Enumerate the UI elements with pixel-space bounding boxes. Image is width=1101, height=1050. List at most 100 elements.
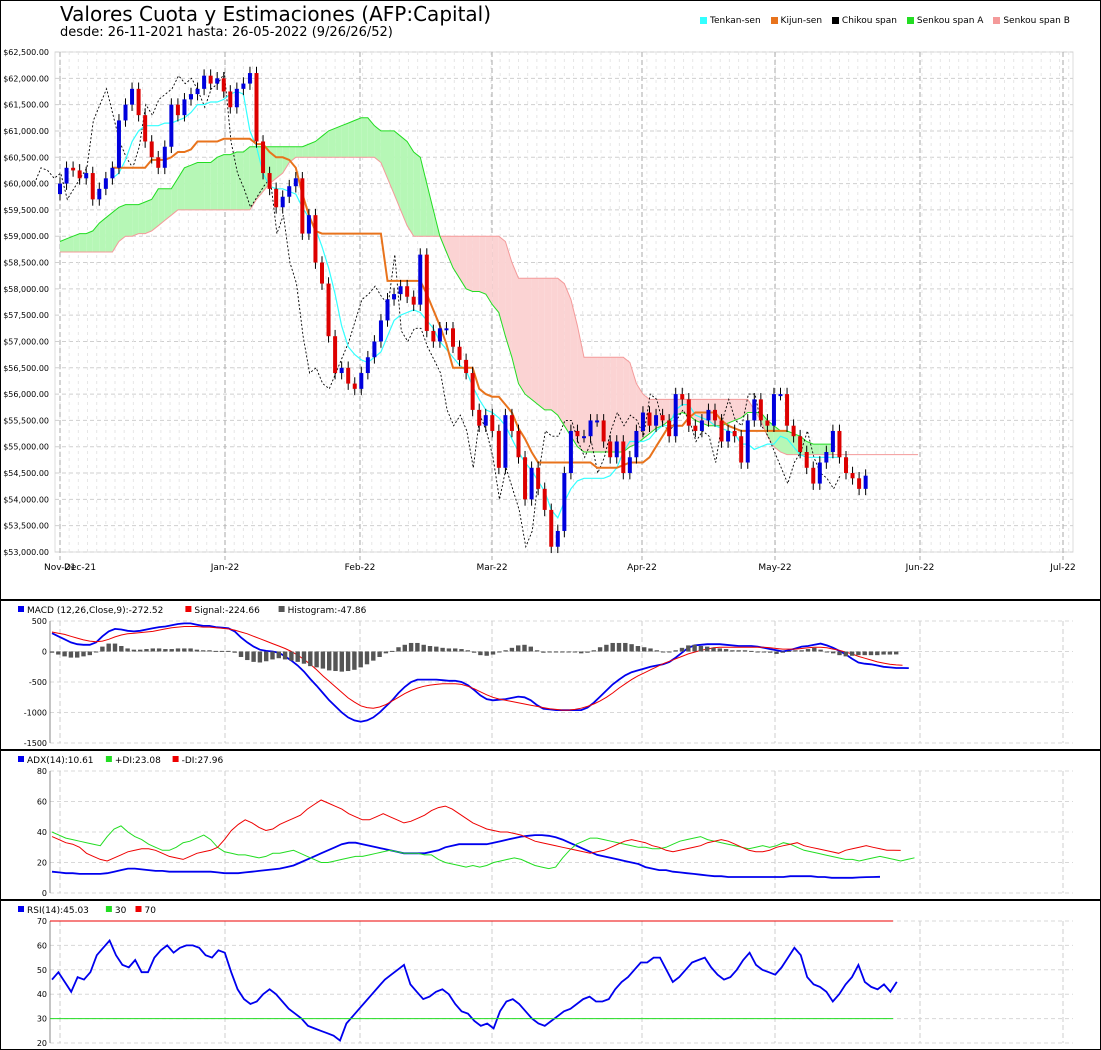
- histogram-bar: [660, 651, 666, 653]
- cloud-bull: [158, 188, 165, 226]
- histogram-bar: [238, 651, 244, 657]
- cloud-bull: [780, 430, 787, 455]
- cloud-bull: [243, 146, 250, 210]
- cloud-bear: [623, 357, 630, 452]
- histogram-bar: [881, 651, 886, 655]
- legend-label: Histogram:-47.86: [288, 606, 367, 616]
- y-tick-label: -1000: [24, 709, 47, 718]
- candle-body: [562, 473, 567, 531]
- rsi-chart: RSI(14):45.03 30 70 70 60 50 40 30 20: [18, 906, 1073, 1048]
- candle-body: [339, 367, 344, 374]
- cloud-bull: [105, 212, 113, 252]
- histogram-bar: [856, 651, 861, 656]
- cloud-bear: [734, 399, 742, 421]
- cloud-bear: [466, 236, 473, 292]
- candle-body: [509, 415, 514, 431]
- cloud-bull: [380, 130, 388, 179]
- histogram-bar: [440, 647, 445, 652]
- candle-body: [398, 286, 403, 295]
- histogram-bar: [667, 651, 672, 653]
- candle-body: [267, 173, 272, 189]
- candle-body: [221, 78, 226, 92]
- histogram-bar: [106, 643, 111, 652]
- candle-body: [254, 73, 259, 142]
- histogram-bar: [219, 650, 225, 652]
- x-tick-label: Apr-22: [627, 563, 657, 573]
- histogram-bar: [560, 651, 565, 653]
- legend-label: -DI:27.96: [182, 756, 224, 766]
- cloud-bull: [308, 141, 316, 158]
- histogram-bar: [68, 651, 74, 658]
- histogram-bar: [711, 647, 716, 652]
- histogram-bar: [723, 649, 729, 652]
- x-tick-label: Jun-22: [905, 563, 935, 573]
- cloud-bull: [806, 441, 814, 455]
- candle-body: [182, 99, 187, 116]
- y-tick-label: 60: [37, 798, 47, 807]
- histogram-bar: [818, 649, 823, 652]
- histogram-bar: [843, 651, 848, 657]
- candle-body: [71, 167, 76, 171]
- candle-body: [287, 186, 292, 197]
- candle-body: [293, 178, 298, 187]
- cloud-bull: [302, 144, 309, 158]
- histogram-bar: [415, 642, 420, 652]
- cloud-bull: [112, 207, 119, 252]
- histogram-bar: [194, 649, 200, 652]
- candle-body: [326, 283, 331, 337]
- candle-body: [280, 196, 285, 208]
- histogram-bar: [887, 651, 893, 655]
- cloud-bear: [525, 278, 532, 400]
- histogram-bar: [471, 651, 477, 653]
- candle-body: [588, 420, 593, 437]
- histogram-bar: [629, 644, 634, 652]
- x-tick-label: Jul-22: [1049, 563, 1076, 573]
- histogram-bar: [144, 649, 149, 652]
- histogram-bar: [138, 649, 143, 652]
- y-tick-label: $58,000.00: [3, 285, 49, 294]
- candle-body: [372, 341, 377, 358]
- chikou-span-line: [34, 71, 841, 549]
- histogram-bar: [812, 647, 817, 652]
- histogram-bar: [264, 651, 269, 662]
- candle-body: [320, 262, 324, 284]
- series-line: [51, 799, 901, 862]
- histogram-bar: [875, 651, 880, 656]
- y-tick-label: $60,000.00: [3, 180, 49, 189]
- histogram-bar: [799, 650, 804, 652]
- histogram-bar: [849, 651, 855, 656]
- candle-body: [699, 420, 704, 431]
- candle-body: [830, 430, 835, 452]
- candle-body: [444, 328, 449, 331]
- candle-body: [143, 115, 148, 142]
- legend-label: ADX(14):10.61: [27, 756, 94, 766]
- histogram-bar: [169, 649, 174, 652]
- cloud-bull: [407, 141, 414, 237]
- candle-body: [608, 441, 613, 458]
- y-tick-label: 80: [37, 767, 47, 776]
- macd-chart: MACD (12,26,Close,9):-272.52 Signal:-224.…: [18, 606, 1073, 748]
- candle-body: [791, 425, 796, 437]
- legend-swatch: [18, 756, 24, 762]
- histogram-bar: [371, 651, 376, 661]
- histogram-bar: [62, 651, 67, 657]
- y-tick-label: $57,000.00: [3, 337, 49, 346]
- histogram-bar: [207, 650, 212, 652]
- candle-body: [713, 409, 717, 421]
- cloud-bull: [276, 146, 283, 179]
- candle-body: [601, 420, 606, 442]
- histogram-bar: [490, 651, 496, 655]
- histogram-bar: [112, 643, 118, 652]
- histogram-bar: [163, 649, 168, 652]
- histogram-bar: [434, 646, 439, 652]
- candle-body: [640, 412, 645, 431]
- candle-body: [477, 409, 482, 426]
- candle-body: [863, 475, 868, 489]
- panel-divider: [0, 749, 1101, 751]
- cloud-bear: [695, 399, 702, 424]
- series-line: [51, 626, 903, 711]
- histogram-bar: [478, 651, 483, 656]
- histogram-bar: [692, 644, 697, 652]
- y-tick-label: 20: [37, 1039, 47, 1048]
- histogram-bar: [213, 650, 218, 652]
